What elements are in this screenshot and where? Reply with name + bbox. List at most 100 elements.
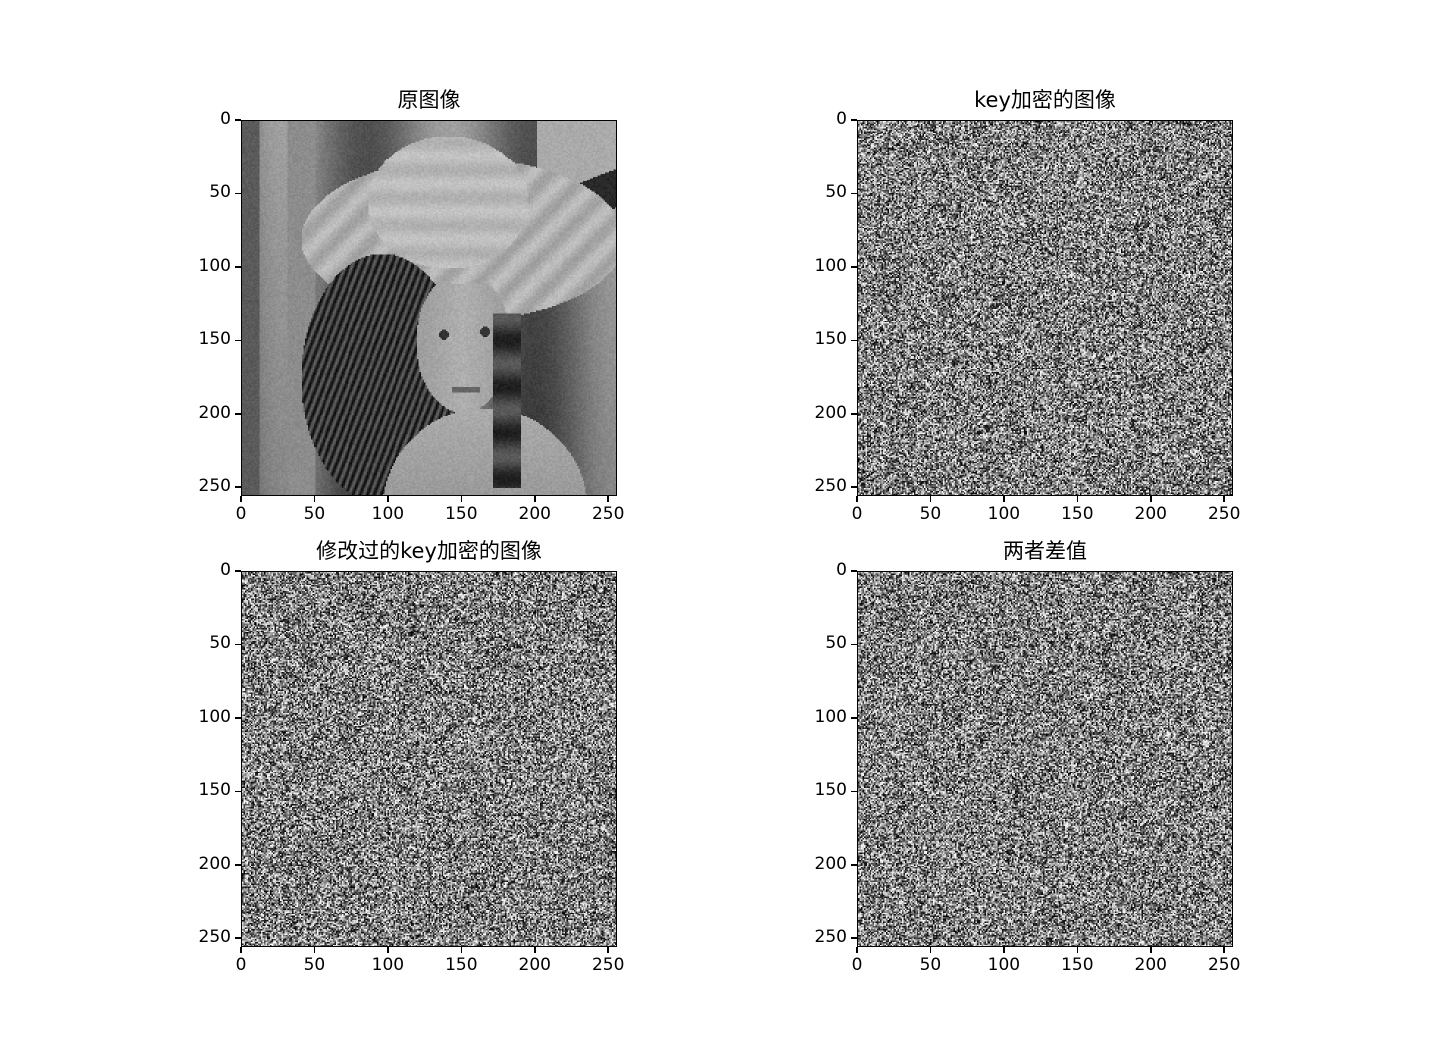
x-tick-mark [856, 947, 858, 953]
x-tick-label: 200 [1134, 955, 1167, 975]
y-tick-label: 50 [209, 182, 231, 203]
y-tick-label: 0 [220, 109, 231, 129]
y-tick-label: 100 [814, 706, 847, 727]
noise-image [858, 572, 1232, 946]
y-tick-label: 0 [836, 109, 847, 129]
x-tick-label: 250 [591, 955, 625, 975]
y-tick-label: 250 [198, 476, 231, 497]
image-plot-area [241, 120, 617, 496]
x-tick-label: 100 [987, 504, 1021, 524]
y-tick-label: 200 [198, 402, 231, 423]
x-tick-mark [534, 947, 536, 953]
x-tick-mark [1223, 496, 1225, 502]
subplot-key-encrypted-image: key加密的图像 0 50 100 150 200 250 0 50 100 150 200 250 [797, 80, 1293, 546]
y-tick-mark [851, 937, 857, 939]
image-plot-area [857, 571, 1233, 947]
y-tick-mark [851, 339, 857, 342]
x-tick-mark [240, 496, 242, 502]
x-tick-label: 0 [235, 955, 247, 975]
x-tick-mark [1076, 496, 1079, 502]
subplot-title: 原图像 [397, 88, 461, 112]
y-tick-mark [235, 266, 241, 268]
subplot-title: key加密的图像 [974, 88, 1116, 112]
y-tick-label: 0 [836, 560, 847, 580]
y-tick-label: 200 [198, 853, 231, 874]
x-tick-mark [1150, 496, 1152, 502]
image-plot-area [241, 571, 617, 947]
x-tick-mark [534, 496, 536, 502]
y-tick-mark [235, 413, 241, 415]
y-tick-mark [851, 413, 857, 415]
x-tick-mark [1150, 947, 1152, 953]
x-tick-mark [1003, 496, 1005, 502]
x-tick-label: 150 [445, 504, 478, 524]
x-tick-label: 100 [987, 955, 1021, 975]
y-tick-label: 150 [814, 780, 847, 801]
y-tick-mark [235, 864, 241, 866]
y-tick-mark [235, 643, 241, 646]
y-tick-mark [851, 717, 857, 719]
x-tick-mark [460, 496, 463, 502]
x-tick-mark [387, 947, 389, 953]
x-tick-label: 50 [919, 504, 942, 524]
x-tick-label: 0 [851, 955, 863, 975]
x-tick-label: 50 [303, 955, 326, 975]
y-tick-mark [851, 570, 857, 572]
x-tick-label: 200 [1134, 504, 1167, 524]
x-tick-label: 50 [919, 955, 942, 975]
x-tick-label: 200 [518, 504, 551, 524]
y-tick-label: 0 [220, 560, 231, 580]
y-tick-label: 150 [814, 329, 847, 350]
x-tick-mark [240, 947, 242, 953]
subplot-title: 修改过的key加密的图像 [316, 539, 542, 563]
x-tick-label: 0 [235, 504, 247, 524]
x-tick-label: 150 [445, 955, 478, 975]
y-tick-mark [851, 266, 857, 268]
portrait-image [242, 121, 616, 495]
x-tick-mark [1003, 947, 1005, 953]
x-tick-mark [313, 496, 316, 502]
x-tick-mark [856, 496, 858, 502]
x-tick-mark [1223, 947, 1225, 953]
y-tick-mark [235, 570, 241, 572]
x-tick-mark [929, 496, 932, 502]
x-tick-mark [1076, 947, 1079, 953]
y-tick-mark [235, 119, 241, 121]
x-tick-label: 150 [1061, 955, 1094, 975]
y-tick-mark [851, 486, 857, 488]
x-tick-mark [929, 947, 932, 953]
y-tick-label: 200 [814, 402, 847, 423]
x-tick-mark [313, 947, 316, 953]
x-tick-label: 250 [591, 504, 625, 524]
y-tick-mark [235, 486, 241, 488]
y-tick-mark [851, 192, 857, 195]
y-tick-label: 150 [198, 329, 231, 350]
y-tick-mark [235, 790, 241, 793]
y-tick-label: 250 [198, 927, 231, 948]
x-tick-mark [387, 496, 389, 502]
y-tick-label: 50 [209, 633, 231, 654]
image-plot-area [857, 120, 1233, 496]
subplot-difference-image: 两者差值 0 50 100 150 200 250 0 50 100 150 200 250 [797, 531, 1293, 997]
y-tick-label: 50 [825, 182, 847, 203]
y-tick-mark [851, 790, 857, 793]
y-tick-mark [851, 119, 857, 121]
y-tick-label: 200 [814, 853, 847, 874]
y-tick-label: 100 [814, 255, 847, 276]
x-tick-mark [607, 496, 609, 502]
y-tick-label: 100 [198, 706, 231, 727]
y-tick-mark [235, 937, 241, 939]
noise-image [242, 572, 616, 946]
x-tick-label: 200 [518, 955, 551, 975]
subplot-title: 两者差值 [1003, 539, 1087, 563]
subplot-original-image: 原图像 0 50 100 150 200 250 0 50 100 150 200 250 [181, 80, 677, 546]
x-tick-label: 0 [851, 504, 863, 524]
x-tick-label: 50 [303, 504, 326, 524]
x-tick-mark [460, 947, 463, 953]
y-tick-label: 150 [198, 780, 231, 801]
y-tick-mark [235, 192, 241, 195]
y-tick-label: 250 [814, 927, 847, 948]
y-tick-label: 50 [825, 633, 847, 654]
y-tick-mark [851, 864, 857, 866]
